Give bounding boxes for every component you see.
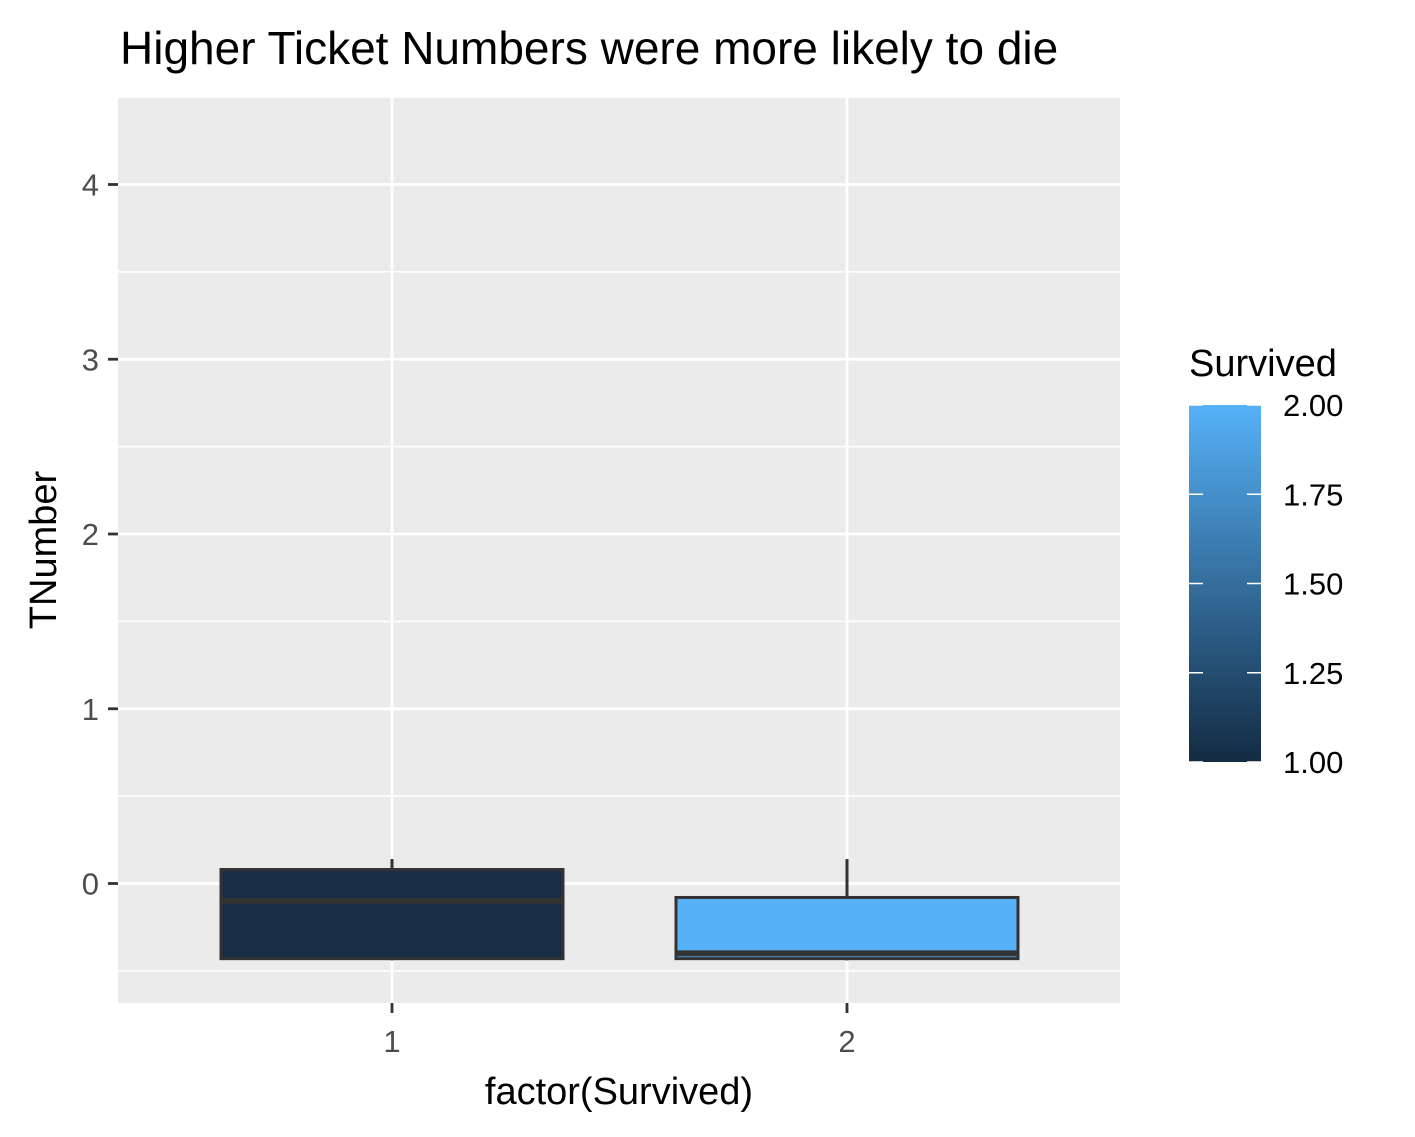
grid xyxy=(118,96,1120,1003)
box-1 xyxy=(219,859,565,961)
y-tick-label: 3 xyxy=(82,342,99,377)
y-axis: 0 1 2 3 4 xyxy=(82,168,118,902)
box-body xyxy=(674,895,1020,961)
y-tick-label: 1 xyxy=(82,692,99,727)
x-tick-label: 2 xyxy=(838,1024,855,1059)
plot-panel xyxy=(118,97,1120,1003)
y-tick-label: 0 xyxy=(82,867,99,902)
legend: Survived 1.00 1.25 1.50 1.75 2.00 xyxy=(1189,343,1343,780)
box-2 xyxy=(674,859,1020,961)
box-body xyxy=(219,868,565,961)
legend-tick-label: 1.25 xyxy=(1283,656,1343,691)
x-tick-label: 1 xyxy=(383,1024,400,1059)
x-axis-title: factor(Survived) xyxy=(485,1071,753,1113)
legend-tick-label: 1.00 xyxy=(1283,745,1343,780)
y-axis-title: TNumber xyxy=(23,470,65,629)
legend-ticks: 1.00 1.25 1.50 1.75 2.00 xyxy=(1189,388,1343,780)
boxes xyxy=(219,859,1020,961)
y-tick-label: 2 xyxy=(82,517,99,552)
chart-title: Higher Ticket Numbers were more likely t… xyxy=(120,22,1058,74)
legend-title: Survived xyxy=(1189,343,1337,385)
legend-tick-label: 1.75 xyxy=(1283,477,1343,512)
y-tick-label: 4 xyxy=(82,168,99,203)
legend-tick-label: 2.00 xyxy=(1283,388,1343,423)
legend-tick-label: 1.50 xyxy=(1283,567,1343,602)
